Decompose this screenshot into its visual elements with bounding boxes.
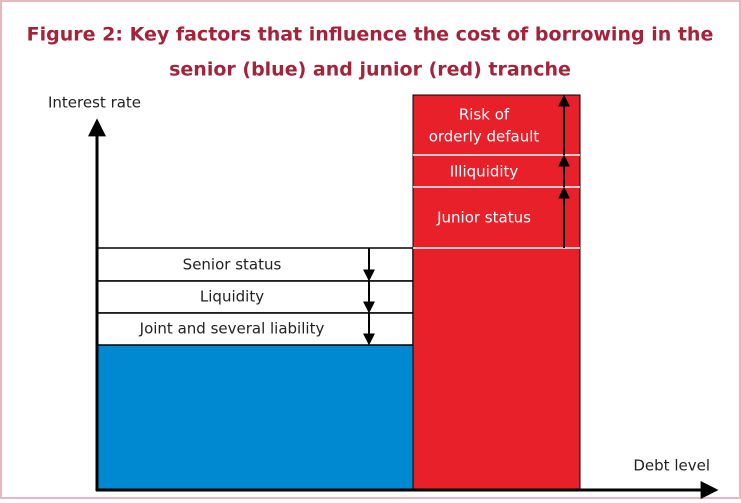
- junior-factor: orderly default: [429, 128, 540, 146]
- junior-dividers: [413, 154, 580, 249]
- junior-factor: Junior status: [436, 209, 531, 227]
- senior-tranche: [97, 345, 413, 490]
- junior-tranche: [412, 94, 581, 491]
- title-line: senior (blue) and junior (red) tranche: [169, 59, 571, 81]
- junior-factor: Illiquidity: [450, 163, 519, 181]
- senior-factor: Senior status: [183, 256, 282, 274]
- junior-factor: Risk of: [459, 106, 510, 124]
- x-axis-label: Debt level: [633, 457, 710, 475]
- senior-factor: Joint and several liability: [139, 320, 325, 338]
- title-line: Figure 2: Key factors that influence the…: [27, 24, 714, 46]
- senior-factor: Liquidity: [200, 288, 264, 306]
- y-axis-label: Interest rate: [48, 94, 141, 112]
